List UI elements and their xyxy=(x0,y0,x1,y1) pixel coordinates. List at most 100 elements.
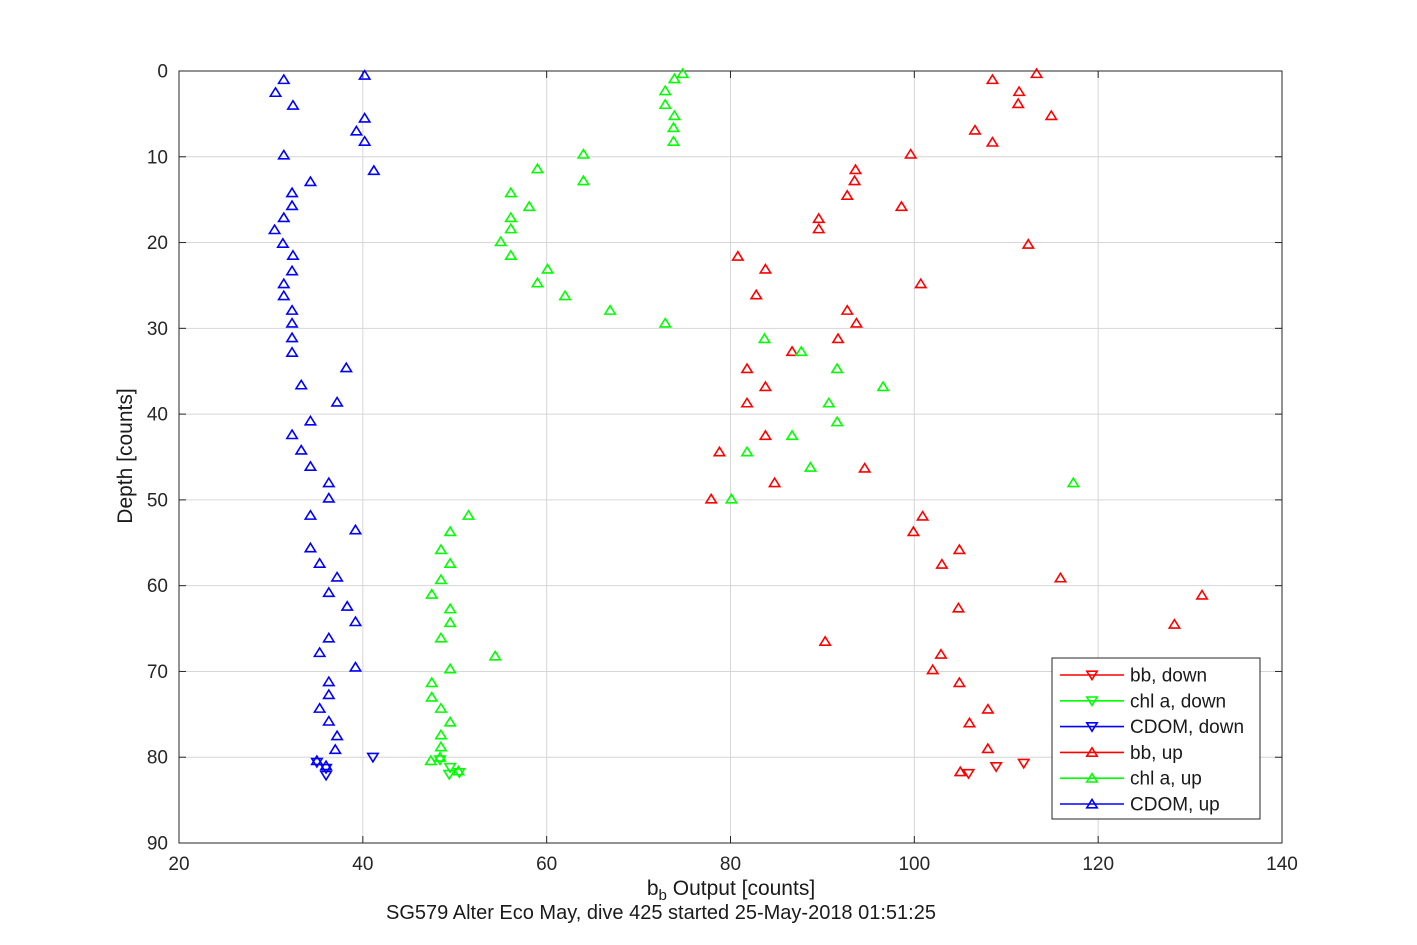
legend-entry-bb-up[interactable]: bb, up xyxy=(1060,743,1183,764)
data-point xyxy=(812,222,826,234)
x-tick-label: 80 xyxy=(720,854,741,875)
data-point xyxy=(951,601,966,613)
data-point xyxy=(277,277,291,289)
legend-marker-triangle-down xyxy=(1085,722,1099,733)
data-point xyxy=(367,164,381,176)
legend-box[interactable] xyxy=(1051,657,1261,820)
legend-entry-bb-down[interactable]: bb, down xyxy=(1060,666,1207,687)
legend-entry-cdom-down[interactable]: CDOM, down xyxy=(1060,717,1244,738)
data-point xyxy=(1044,109,1058,121)
data-point xyxy=(849,317,864,328)
data-point xyxy=(322,492,336,503)
data-point xyxy=(757,332,772,344)
data-point xyxy=(443,602,457,614)
data-point xyxy=(530,162,545,174)
data-point xyxy=(339,361,353,373)
data-point xyxy=(1029,67,1044,79)
x-axis-label-subscript: b xyxy=(658,887,667,905)
y-tick-label: 10 xyxy=(147,147,168,168)
data-point xyxy=(731,250,745,261)
data-point xyxy=(285,186,299,198)
x-axis-label-base: b xyxy=(646,877,659,900)
data-point xyxy=(348,523,363,535)
data-point xyxy=(847,174,862,186)
data-point xyxy=(1021,238,1035,249)
data-point xyxy=(740,396,754,408)
data-point xyxy=(840,189,854,200)
data-point xyxy=(576,148,591,159)
y-tick-label: 80 xyxy=(147,748,168,769)
data-point xyxy=(985,136,1000,147)
axes-box xyxy=(178,70,1283,844)
data-point xyxy=(268,86,283,98)
data-point xyxy=(894,200,909,212)
data-point xyxy=(319,759,333,771)
data-point xyxy=(434,728,448,740)
data-point xyxy=(322,631,336,643)
data-point xyxy=(803,461,818,472)
data-point xyxy=(277,211,291,223)
x-tick-label: 140 xyxy=(1266,854,1298,875)
data-point xyxy=(312,557,327,568)
data-point xyxy=(603,304,617,315)
y-tick-label: 70 xyxy=(147,662,168,683)
data-point xyxy=(443,525,457,537)
data-point xyxy=(576,174,591,186)
y-tick-label: 20 xyxy=(147,233,168,254)
data-point xyxy=(285,317,299,328)
data-point xyxy=(724,492,739,504)
data-point xyxy=(831,332,845,344)
legend[interactable]: bb, down chl a, down CDOM, down bb, up chl a… xyxy=(1051,657,1261,820)
legend-marker-triangle-down xyxy=(1085,670,1099,682)
data-point xyxy=(442,769,456,781)
data-point xyxy=(818,635,832,647)
legend-marker-triangle-up xyxy=(1085,797,1099,809)
data-point xyxy=(286,249,300,261)
data-point xyxy=(915,510,930,521)
data-point xyxy=(303,460,318,472)
legend-label: chl a, down xyxy=(1130,691,1226,712)
data-point xyxy=(277,148,291,160)
data-point xyxy=(558,289,572,301)
legend-marker-triangle-up xyxy=(1085,746,1099,757)
data-point xyxy=(981,742,995,754)
data-point xyxy=(322,586,336,598)
data-point xyxy=(319,770,333,782)
x-tick-label: 100 xyxy=(898,854,930,875)
figure-title: SG579 Alter Eco May, dive 425 started 25… xyxy=(386,902,936,924)
data-point xyxy=(425,676,439,688)
data-point xyxy=(434,702,448,713)
data-point xyxy=(1066,476,1080,488)
data-point xyxy=(504,211,518,223)
data-point xyxy=(488,649,502,661)
data-point xyxy=(303,175,318,187)
data-point xyxy=(294,378,308,390)
data-point xyxy=(322,675,336,687)
data-point xyxy=(348,615,363,627)
series-chl-a-up xyxy=(424,67,1080,776)
data-point xyxy=(914,277,928,289)
legend-marker-triangle-down xyxy=(1085,696,1099,707)
series-bb-up xyxy=(704,67,1209,777)
data-point xyxy=(904,148,918,159)
data-point xyxy=(749,288,763,300)
data-point xyxy=(434,573,448,585)
data-point xyxy=(285,304,299,315)
data-point xyxy=(906,525,921,537)
y-tick-label: 30 xyxy=(147,319,168,340)
legend-entry-chl-a-down[interactable]: chl a, down xyxy=(1060,691,1226,712)
data-point xyxy=(740,445,754,457)
legend-entry-cdom-up[interactable]: CDOM, up xyxy=(1060,795,1220,816)
data-point xyxy=(848,163,863,175)
x-axis-label: bb Output [counts] xyxy=(431,877,1031,905)
data-point xyxy=(785,345,799,357)
data-point xyxy=(1012,85,1026,97)
data-point xyxy=(494,235,508,247)
data-point xyxy=(985,73,1000,85)
legend-entry-chl-a-up[interactable]: chl a, up xyxy=(1060,769,1202,790)
data-point xyxy=(658,84,672,96)
data-point xyxy=(443,762,457,774)
data-point xyxy=(504,186,518,198)
